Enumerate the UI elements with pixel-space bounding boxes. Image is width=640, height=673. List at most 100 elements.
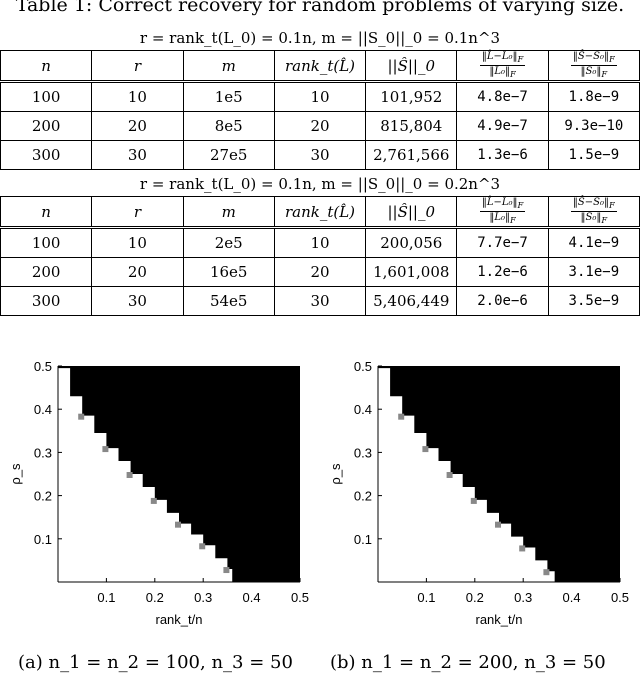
transition-cell: [199, 543, 206, 550]
x-tick-label: 0.1: [417, 590, 435, 605]
transition-cell: [126, 472, 133, 478]
cell: 27e5: [182, 140, 275, 170]
cell: 20: [91, 111, 184, 141]
y-axis-label: ρ_s: [328, 463, 343, 485]
transition-cell: [470, 497, 477, 504]
header-s-norm: ||Ŝ||_0: [365, 196, 458, 229]
header-rank: rank_t(L̂): [273, 50, 367, 83]
cell: 10: [273, 81, 367, 112]
cell: 300: [0, 286, 93, 316]
cell: 815,804: [365, 111, 458, 141]
cell: 10: [273, 227, 367, 258]
y-tick-label: 0.3: [354, 445, 372, 460]
header-l-error: ‖L̂−L₀‖F ‖L₀‖F: [456, 196, 549, 229]
cell: 3.5e−9: [547, 286, 640, 316]
cell: 1.2e−6: [456, 257, 549, 287]
header-r: r: [91, 50, 184, 83]
cell: 30: [273, 140, 367, 170]
subfigure-caption-b: (b) n_1 = n_2 = 200, n_3 = 50: [330, 652, 606, 673]
x-tick-label: 0.2: [466, 590, 484, 605]
cell: 9.3e−10: [547, 111, 640, 141]
cell: 5,406,449: [365, 286, 458, 316]
x-tick-label: 0.2: [146, 590, 164, 605]
cell: 101,952: [365, 81, 458, 112]
s-error-fraction: ‖Ŝ−S₀‖F ‖S₀‖F: [570, 197, 617, 225]
header-s-norm: ||Ŝ||_0: [365, 50, 458, 83]
transition-cell: [495, 521, 501, 528]
cell: 30: [91, 140, 184, 170]
cell: 1.8e−9: [547, 81, 640, 112]
x-tick-label: 0.1: [97, 590, 115, 605]
l-error-fraction: ‖L̂−L₀‖F ‖L₀‖F: [479, 51, 526, 79]
table-row: 100 10 2e5 10 200,056 7.7e−7 4.1e−9: [0, 227, 640, 258]
header-l-error: ‖L̂−L₀‖F ‖L₀‖F: [456, 50, 549, 83]
cell: 3.1e−9: [547, 257, 640, 287]
cell: 8e5: [182, 111, 275, 141]
cell: 54e5: [182, 286, 275, 316]
header-n: n: [0, 196, 93, 229]
x-tick-label: 0.5: [611, 590, 629, 605]
y-tick-label: 0.4: [354, 402, 372, 417]
header-rank: rank_t(L̂): [273, 196, 367, 229]
header-r: r: [91, 196, 184, 229]
failure-region: [378, 366, 620, 582]
cell: 200: [0, 111, 93, 141]
cell: 30: [91, 286, 184, 316]
cell: 100: [0, 81, 93, 112]
transition-cell: [398, 413, 405, 420]
cell: 7.7e−7: [456, 227, 549, 258]
y-tick-label: 0.2: [354, 489, 372, 504]
cell: 4.9e−7: [456, 111, 549, 141]
transition-cell: [223, 567, 230, 574]
table-row: 200 20 8e5 20 815,804 4.9e−7 9.3e−10: [0, 111, 640, 141]
cell: 20: [273, 257, 367, 287]
x-axis-label: rank_t/n: [476, 612, 523, 627]
transition-cell: [150, 497, 157, 504]
cell: 300: [0, 140, 93, 170]
header-m: m: [182, 50, 275, 83]
cell: 100: [0, 227, 93, 258]
transition-cell: [519, 545, 526, 552]
table-row: 300 30 54e5 30 5,406,449 2.0e−6 3.5e−9: [0, 286, 640, 316]
x-axis-label: rank_t/n: [156, 612, 203, 627]
header-s-error: ‖Ŝ−S₀‖F ‖S₀‖F: [547, 196, 640, 229]
transition-cell: [422, 446, 429, 453]
transition-cell: [78, 413, 85, 420]
table-condition: r = rank_t(L_0) = 0.1n, m = ||S_0||_0 = …: [139, 175, 501, 193]
y-tick-label: 0.4: [34, 402, 52, 417]
x-tick-label: 0.4: [243, 590, 261, 605]
table-caption: Table 1: Correct recovery for random pro…: [15, 0, 625, 16]
results-table-1: r = rank_t(L_0) = 0.1n, m = ||S_0||_0 = …: [0, 26, 640, 170]
cell: 4.8e−7: [456, 81, 549, 112]
l-error-fraction: ‖L̂−L₀‖F ‖L₀‖F: [479, 197, 526, 225]
transition-cell: [446, 472, 453, 478]
cell: 1e5: [182, 81, 275, 112]
cell: 2e5: [182, 227, 275, 258]
cell: 1.3e−6: [456, 140, 549, 170]
transition-cell: [543, 569, 550, 576]
cell: 2.0e−6: [456, 286, 549, 316]
header-n: n: [0, 50, 93, 83]
y-tick-label: 0.1: [354, 532, 372, 547]
table-condition: r = rank_t(L_0) = 0.1n, m = ||S_0||_0 = …: [139, 29, 501, 47]
cell: 1,601,008: [365, 257, 458, 287]
x-tick-label: 0.5: [291, 590, 309, 605]
s-error-fraction: ‖Ŝ−S₀‖F ‖S₀‖F: [570, 51, 617, 79]
results-table-2: r = rank_t(L_0) = 0.1n, m = ||S_0||_0 = …: [0, 172, 640, 316]
x-tick-label: 0.3: [514, 590, 532, 605]
header-m: m: [182, 196, 275, 229]
y-tick-label: 0.3: [34, 445, 52, 460]
y-tick-label: 0.1: [34, 532, 52, 547]
transition-cell: [102, 446, 109, 453]
failure-region: [58, 366, 300, 582]
cell: 16e5: [182, 257, 275, 287]
cell: 20: [273, 111, 367, 141]
table-row: 300 30 27e5 30 2,761,566 1.3e−6 1.5e−9: [0, 140, 640, 170]
cell: 4.1e−9: [547, 227, 640, 258]
y-tick-label: 0.5: [34, 359, 52, 374]
header-s-error: ‖Ŝ−S₀‖F ‖S₀‖F: [547, 50, 640, 83]
cell: 10: [91, 227, 184, 258]
cell: 10: [91, 81, 184, 112]
subfigure-caption-a: (a) n_1 = n_2 = 100, n_3 = 50: [18, 652, 293, 673]
cell: 200,056: [365, 227, 458, 258]
